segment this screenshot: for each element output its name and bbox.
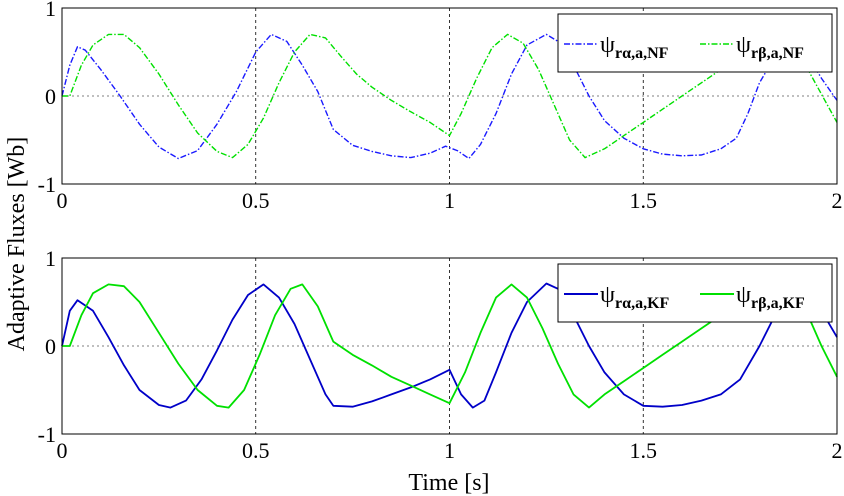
x-axis-label: Time [s] — [408, 470, 489, 496]
legend-box — [557, 263, 833, 323]
x-tick-label: 1.5 — [630, 438, 658, 463]
y-tick-label: 1 — [45, 0, 56, 21]
x-tick-label: 0.5 — [242, 188, 270, 213]
y-tick-label: 0 — [45, 84, 56, 109]
legend: ψrα,a,KF ψrβ,a,KF — [557, 263, 833, 323]
legend-box — [557, 13, 833, 73]
y-tick-label: 0 — [45, 334, 56, 359]
legend-entry: ψrβ,a,KF — [736, 282, 805, 312]
series-line — [61, 282, 838, 409]
legend-entry: ψrα,a,NF — [600, 32, 669, 62]
plot-frame — [61, 7, 838, 185]
y-tick-label: -1 — [38, 422, 56, 447]
legend-entry: ψrβ,a,NF — [736, 32, 804, 62]
legend: ψrα,a,NF ψrβ,a,NF — [557, 13, 833, 73]
x-tick-label: 2 — [832, 438, 843, 463]
legend-entry: ψrα,a,KF — [600, 282, 670, 312]
series-line — [61, 33, 838, 160]
y-axis-label: Adaptive Fluxes [Wb] — [4, 137, 30, 352]
x-tick-label: 0 — [57, 188, 68, 213]
y-tick-label: -1 — [38, 172, 56, 197]
plot-frame — [61, 257, 838, 435]
series-line — [62, 33, 838, 159]
y-tick-label: 1 — [45, 246, 56, 271]
x-tick-label: 0.5 — [242, 438, 270, 463]
series-line — [62, 283, 838, 409]
x-tick-label: 0 — [57, 438, 68, 463]
x-tick-label: 2 — [832, 188, 843, 213]
x-tick-label: 1 — [444, 188, 455, 213]
x-tick-label: 1 — [444, 438, 455, 463]
x-tick-label: 1.5 — [630, 188, 658, 213]
